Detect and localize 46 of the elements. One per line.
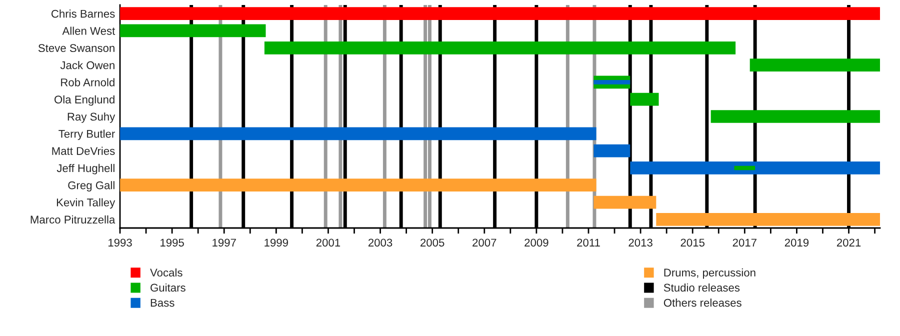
bar — [656, 212, 880, 226]
x-tick-label: 2005 — [420, 238, 444, 247]
y-tick-label: Ray Suhy — [68, 112, 116, 123]
x-tick-label: 2019 — [784, 238, 809, 247]
x-tick-label: 2017 — [732, 238, 756, 247]
legend-label: Bass — [150, 298, 174, 307]
y-tick-label: Terry Butler — [58, 130, 115, 140]
y-tick-label: Jack Owen — [60, 61, 114, 70]
y-tick-label: Greg Gall — [68, 181, 114, 192]
x-tick-label: 1993 — [108, 238, 132, 247]
x-tick-label: 2009 — [524, 238, 548, 247]
x-tick-label: 2007 — [472, 238, 496, 247]
legend-label: Guitars — [150, 283, 186, 292]
x-tick-label: 2001 — [316, 238, 340, 247]
x-tick-label: 2013 — [628, 238, 652, 247]
x-tick-label: 2015 — [680, 238, 704, 247]
bar — [710, 110, 880, 123]
y-tick-label: Kevin Talley — [56, 198, 116, 209]
y-tick-label: Allen West — [62, 26, 116, 35]
bar — [264, 41, 736, 54]
y-tick-label: Marco Pitruzzella — [30, 215, 116, 224]
x-tick-label: 1999 — [264, 238, 288, 247]
legend-label: Studio releases — [664, 283, 740, 292]
legend-label: Others releases — [664, 298, 742, 307]
y-tick-label: Matt DeVries — [52, 146, 115, 155]
legend-label: Drums, percussion — [664, 268, 756, 279]
bar — [120, 127, 596, 140]
legend-label: Vocals — [150, 268, 182, 277]
bar — [594, 144, 630, 158]
x-tick-label: 2021 — [836, 238, 861, 247]
y-tick-label: Chris Barnes — [51, 10, 115, 18]
x-tick-label: 1995 — [160, 238, 184, 247]
y-tick-label: Jeff Hughell — [56, 164, 114, 174]
bar — [630, 92, 659, 106]
bar — [630, 162, 880, 174]
x-tick-label: 2011 — [577, 238, 600, 247]
bar — [120, 178, 596, 192]
y-tick-label: Ola Englund — [54, 95, 114, 106]
x-tick-label: 2003 — [368, 238, 392, 247]
y-tick-label: Rob Arnold — [61, 78, 114, 86]
bar — [594, 196, 656, 209]
x-tick-label: 1997 — [212, 238, 236, 247]
bar — [120, 24, 266, 38]
y-tick-label: Steve Swanson — [38, 44, 114, 52]
bar — [750, 58, 880, 72]
bar — [120, 7, 880, 20]
